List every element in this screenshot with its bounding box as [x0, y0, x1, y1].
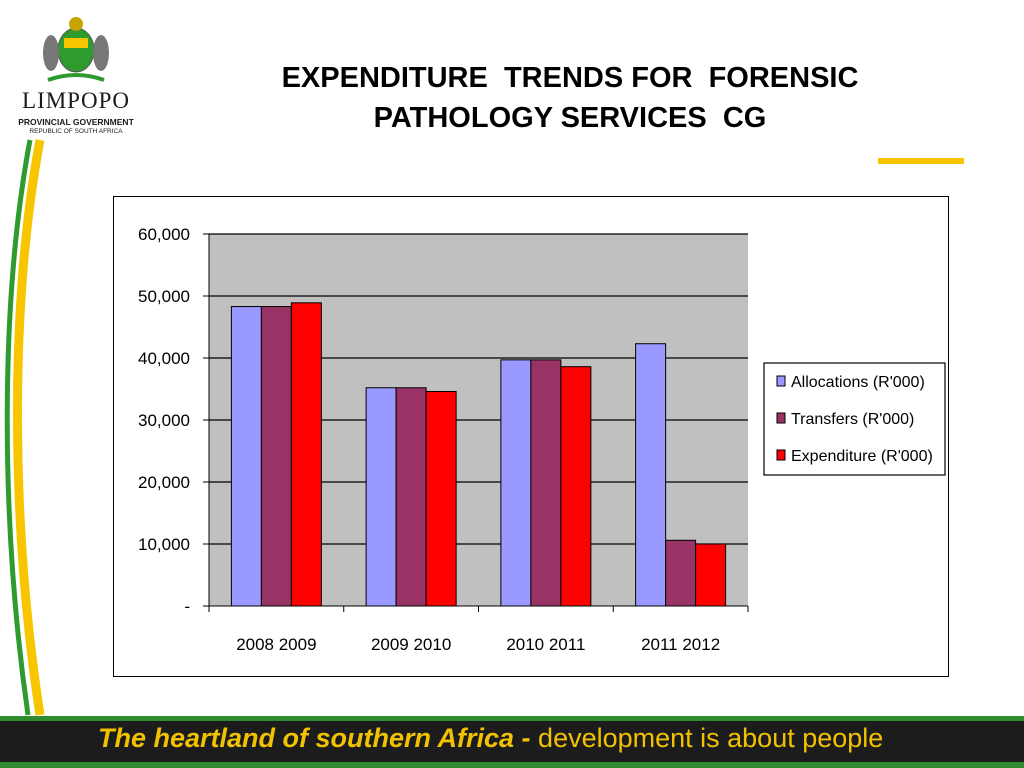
y-tick-label: 20,000	[138, 473, 190, 492]
bar	[635, 343, 667, 607]
bar	[365, 387, 397, 607]
bar	[290, 302, 322, 607]
bar	[695, 543, 727, 607]
title-line-2: PATHOLOGY SERVICES CG	[373, 102, 767, 134]
x-tick-label: 2009 2010	[371, 635, 451, 654]
bar	[230, 306, 262, 607]
logo-subtitle: PROVINCIAL GOVERNMENT	[18, 117, 134, 127]
footer-slogan-bold: The heartland of southern Africa -	[98, 723, 539, 753]
legend-swatch	[776, 375, 786, 387]
bar-chart: - 10,000 20,000 30,000 40,000 50,000 60,000 200…	[138, 225, 946, 654]
legend-label: Allocations (R'000)	[791, 374, 925, 391]
bar	[425, 390, 457, 607]
x-tick-label: 2011 2012	[641, 635, 720, 654]
footer-banner	[0, 716, 1024, 768]
limpopo-logo: LIMPOPO PROVINCIAL GOVERNMENT REPUBLIC O…	[6, 8, 146, 138]
page-title: EXPENDITURE TRENDS FOR FORENSIC PATHOLOG…	[190, 58, 950, 138]
footer-bottom-stripe	[0, 762, 1024, 768]
x-tick-label: 2010 2011	[506, 635, 585, 654]
title-line-1: EXPENDITURE TRENDS FOR FORENSIC	[281, 62, 859, 94]
legend-swatch	[776, 449, 786, 461]
y-tick-label: 60,000	[138, 225, 190, 244]
legend-box	[763, 362, 946, 476]
footer-slogan-light: development is about people	[538, 723, 884, 753]
chart-frame: - 10,000 20,000 30,000 40,000 50,000 60,000 200…	[113, 196, 949, 677]
decorative-swoosh	[4, 139, 45, 716]
bar	[395, 387, 427, 607]
coat-of-arms-icon	[43, 17, 109, 82]
y-tick-label: 50,000	[138, 287, 190, 306]
legend-label: Expenditure (R'000)	[791, 448, 933, 465]
footer-slogan: The heartland of southern Africa - devel…	[98, 723, 883, 754]
y-tick-label: 30,000	[138, 411, 190, 430]
legend-swatch	[776, 412, 786, 424]
bar	[530, 359, 562, 607]
y-tick-label: 10,000	[138, 535, 190, 554]
y-tick-label: 40,000	[138, 349, 190, 368]
logo-name: LIMPOPO	[22, 88, 130, 113]
legend-label: Transfers (R'000)	[791, 411, 914, 428]
logo-country: REPUBLIC OF SOUTH AFRICA	[29, 128, 123, 135]
bar	[260, 306, 292, 607]
bar	[560, 366, 592, 607]
x-tick-label: 2008 2009	[236, 635, 316, 654]
y-tick-label: -	[184, 597, 190, 616]
footer-top-stripe	[0, 716, 1024, 721]
bar	[665, 539, 697, 607]
bar	[500, 359, 532, 607]
